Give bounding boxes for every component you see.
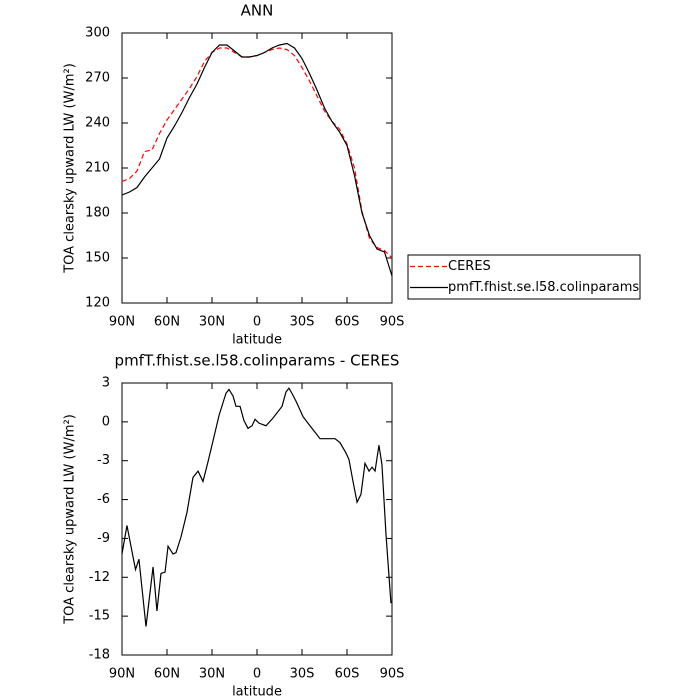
- x-tick-label: 90S: [380, 667, 405, 682]
- x-axis-label: latitude: [232, 685, 282, 700]
- x-tick-label: 0: [253, 667, 261, 682]
- x-tick-label: 90N: [109, 667, 135, 682]
- y-tick-label: 210: [85, 161, 110, 176]
- x-tick-label: 60N: [154, 667, 180, 682]
- y-tick-label: 270: [85, 71, 110, 86]
- x-tick-label: 60S: [335, 315, 360, 330]
- plot-frame: [121, 32, 393, 304]
- y-tick-label: -6: [97, 492, 110, 507]
- legend-label: CERES: [448, 259, 491, 274]
- legend-box: [407, 254, 641, 300]
- x-tick-label: 90S: [380, 315, 405, 330]
- x-tick-label: 0: [253, 315, 261, 330]
- y-axis-label: TOA clearsky upward LW (W/m²): [63, 414, 78, 625]
- y-tick-label: 300: [85, 26, 110, 41]
- x-tick-label: 30N: [199, 667, 225, 682]
- chart-title: pmfT.fhist.se.l58.colinparams - CERES: [115, 352, 400, 370]
- legend-label: pmfT.fhist.se.l58.colinparams: [448, 280, 639, 295]
- data-line: [121, 47, 393, 259]
- data-line: [121, 387, 392, 627]
- y-tick-label: 240: [85, 116, 110, 131]
- y-tick-label: -9: [97, 531, 110, 546]
- y-tick-label: 180: [85, 206, 110, 221]
- y-tick-label: -15: [89, 609, 110, 624]
- x-axis-label: latitude: [232, 333, 282, 348]
- x-tick-label: 90N: [109, 315, 135, 330]
- data-line: [121, 42, 393, 277]
- y-tick-label: -12: [89, 570, 110, 585]
- plot-frame: [121, 382, 393, 656]
- x-tick-label: 30S: [290, 315, 315, 330]
- y-axis-label: TOA clearsky upward LW (W/m²): [63, 63, 78, 274]
- x-tick-label: 30N: [199, 315, 225, 330]
- y-tick-label: 120: [85, 296, 110, 311]
- y-tick-label: 0: [102, 414, 110, 429]
- y-tick-label: 150: [85, 251, 110, 266]
- x-tick-label: 30S: [290, 667, 315, 682]
- y-tick-label: 3: [102, 376, 110, 391]
- x-tick-label: 60N: [154, 315, 180, 330]
- chart-title: ANN: [241, 2, 274, 20]
- y-tick-label: -18: [89, 648, 110, 663]
- y-tick-label: -3: [97, 453, 110, 468]
- x-tick-label: 60S: [335, 667, 360, 682]
